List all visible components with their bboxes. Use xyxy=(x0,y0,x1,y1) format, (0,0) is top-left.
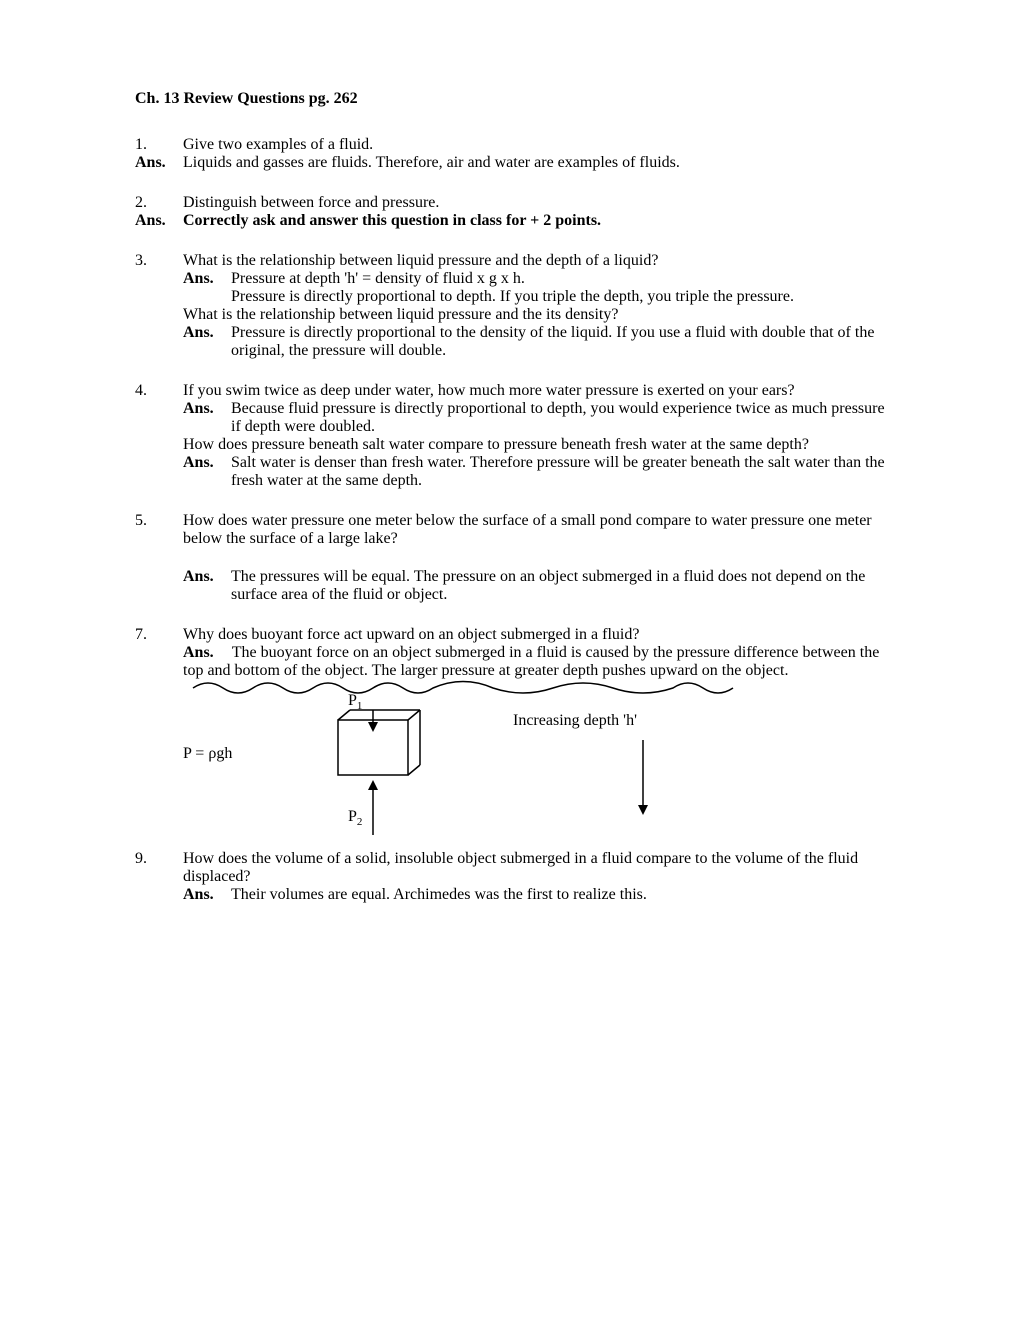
question-9: 9. How does the volume of a solid, insol… xyxy=(135,850,885,904)
question-4: 4. If you swim twice as deep under water… xyxy=(135,382,885,490)
q3-number: 3. xyxy=(135,252,183,360)
q3b-answer: Pressure is directly proportional to the… xyxy=(231,324,885,360)
q7-answer: The buoyant force on an object submerged… xyxy=(183,644,879,679)
q2-ans-label: Ans. xyxy=(135,212,183,230)
q1-ans-label: Ans. xyxy=(135,154,183,172)
q7-number: 7. xyxy=(135,626,183,680)
q3b-ans-label: Ans. xyxy=(183,324,231,360)
page-title: Ch. 13 Review Questions pg. 262 xyxy=(135,90,885,108)
q5-text: How does water pressure one meter below … xyxy=(183,512,885,548)
buoyancy-diagram: P = ρgh P1 P2 Increasing depth 'h' xyxy=(183,680,885,840)
q4a-ans-label: Ans. xyxy=(183,400,231,436)
q3a-answer-line1: Pressure at depth 'h' = density of fluid… xyxy=(231,270,885,288)
q1-text: Give two examples of a fluid. xyxy=(183,136,885,154)
q3b-text: What is the relationship between liquid … xyxy=(183,306,885,324)
q3a-ans-label: Ans. xyxy=(183,270,231,306)
diagram-svg xyxy=(183,680,783,840)
q4b-text: How does pressure beneath salt water com… xyxy=(183,436,885,454)
q5-number: 5. xyxy=(135,512,183,548)
formula-label: P = ρgh xyxy=(183,745,232,763)
q4a-text: If you swim twice as deep under water, h… xyxy=(183,382,885,400)
q1-number: 1. xyxy=(135,136,183,154)
q7-ans-label: Ans. xyxy=(183,644,214,661)
q3a-text: What is the relationship between liquid … xyxy=(183,252,885,270)
p1-label: P1 xyxy=(348,692,362,712)
q5-answer: The pressures will be equal. The pressur… xyxy=(231,568,885,604)
question-3: 3. What is the relationship between liqu… xyxy=(135,252,885,360)
q9-ans-label: Ans. xyxy=(183,886,231,904)
q1-answer: Liquids and gasses are fluids. Therefore… xyxy=(183,154,885,172)
question-7: 7. Why does buoyant force act upward on … xyxy=(135,626,885,680)
question-1: 1. Give two examples of a fluid. Ans. Li… xyxy=(135,136,885,172)
q4b-ans-label: Ans. xyxy=(183,454,231,490)
q9-answer: Their volumes are equal. Archimedes was … xyxy=(231,886,885,904)
q9-number: 9. xyxy=(135,850,183,904)
depth-label: Increasing depth 'h' xyxy=(513,712,637,730)
q2-text: Distinguish between force and pressure. xyxy=(183,194,885,212)
q5-ans-label: Ans. xyxy=(183,568,231,604)
q2-number: 2. xyxy=(135,194,183,212)
question-2: 2. Distinguish between force and pressur… xyxy=(135,194,885,230)
q3a-answer-line2: Pressure is directly proportional to dep… xyxy=(231,288,885,306)
q4b-answer: Salt water is denser than fresh water. T… xyxy=(231,454,885,490)
q9-text: How does the volume of a solid, insolubl… xyxy=(183,850,885,886)
q4-number: 4. xyxy=(135,382,183,490)
q7-text: Why does buoyant force act upward on an … xyxy=(183,626,885,644)
q2-answer: Correctly ask and answer this question i… xyxy=(183,212,885,230)
question-5: 5. How does water pressure one meter bel… xyxy=(135,512,885,604)
q4a-answer: Because fluid pressure is directly propo… xyxy=(231,400,885,436)
p2-label: P2 xyxy=(348,808,362,828)
